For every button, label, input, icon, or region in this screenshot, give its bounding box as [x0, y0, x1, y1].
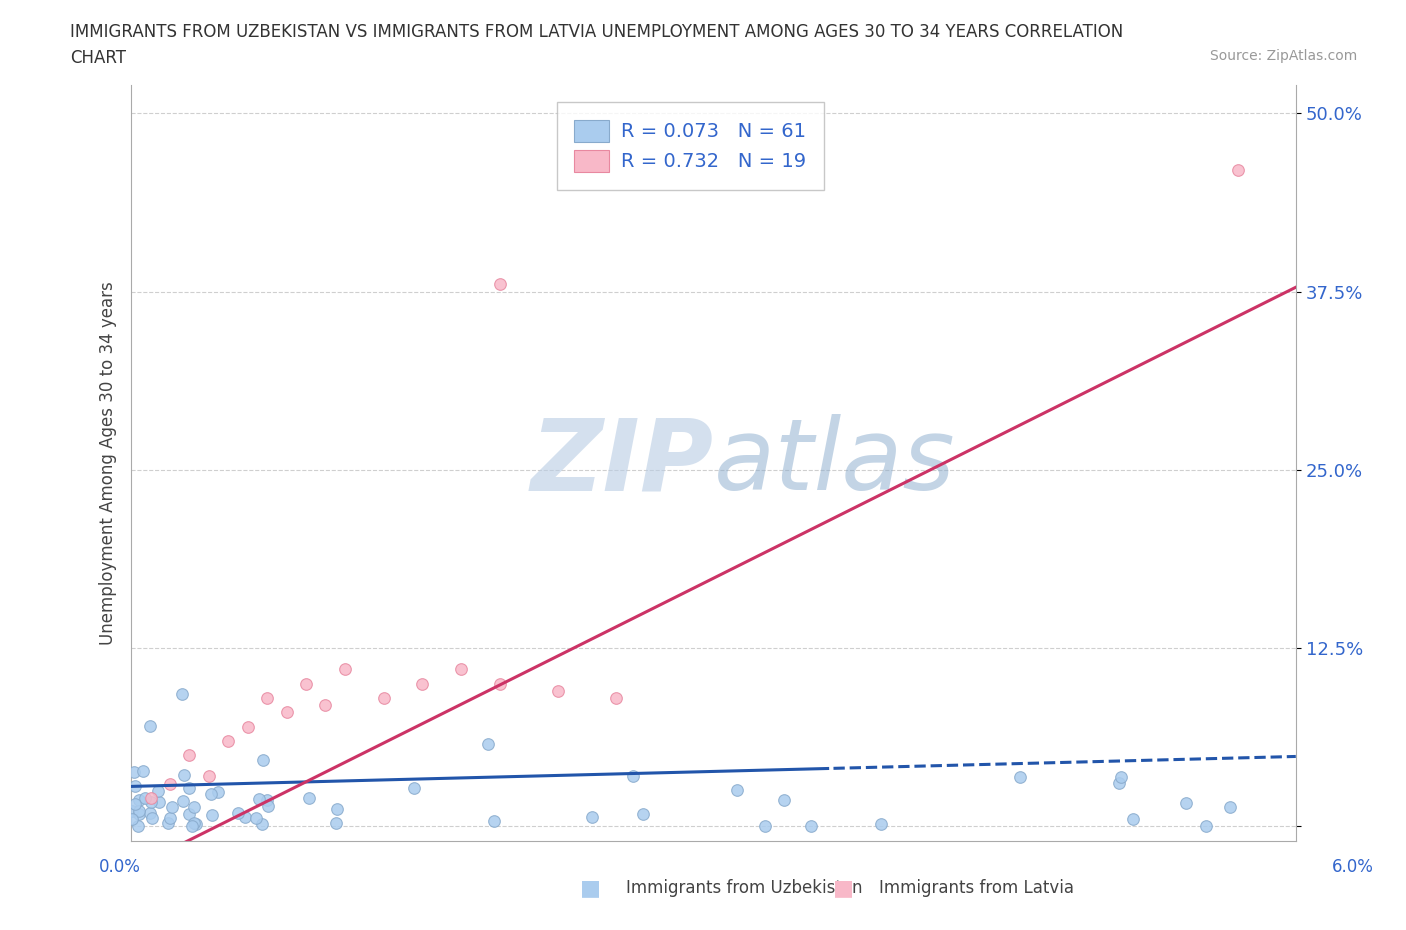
Point — [257, 799, 280, 814]
Point — [124, 778, 146, 793]
Text: 6.0%: 6.0% — [1331, 858, 1374, 876]
Point — [183, 816, 205, 830]
Point — [411, 676, 433, 691]
Point — [121, 804, 143, 818]
Point — [325, 816, 347, 830]
Point — [245, 810, 267, 825]
Point — [180, 819, 202, 834]
Point — [177, 806, 200, 821]
Point — [236, 719, 259, 734]
Point — [621, 768, 644, 783]
Point — [373, 691, 395, 706]
Point — [325, 801, 347, 816]
Text: ■: ■ — [581, 878, 600, 898]
Point — [450, 662, 472, 677]
Point — [132, 764, 155, 778]
Point — [139, 794, 162, 809]
Point — [162, 799, 184, 814]
Text: atlas: atlas — [713, 414, 955, 512]
Y-axis label: Unemployment Among Ages 30 to 34 years: Unemployment Among Ages 30 to 34 years — [100, 281, 117, 644]
Point — [1108, 776, 1130, 790]
Point — [128, 806, 150, 821]
Point — [157, 816, 180, 830]
Point — [127, 819, 149, 834]
Text: Immigrants from Uzbekistan: Immigrants from Uzbekistan — [626, 879, 862, 897]
Point — [1219, 800, 1241, 815]
Point — [800, 818, 823, 833]
Point — [148, 794, 170, 809]
Point — [547, 684, 569, 698]
Point — [477, 737, 499, 751]
Text: ZIP: ZIP — [530, 414, 713, 512]
Point — [314, 698, 336, 712]
Point — [173, 767, 195, 782]
Text: Source: ZipAtlas.com: Source: ZipAtlas.com — [1209, 49, 1357, 63]
Point — [146, 784, 169, 799]
Point — [138, 806, 160, 821]
Point — [581, 809, 603, 824]
Point — [482, 814, 505, 829]
Point — [333, 662, 356, 677]
Point — [183, 800, 205, 815]
Point — [295, 676, 318, 691]
Point — [1008, 770, 1031, 785]
Text: ■: ■ — [834, 878, 853, 898]
Point — [121, 812, 143, 827]
Point — [177, 781, 200, 796]
Point — [179, 748, 201, 763]
Point — [233, 810, 256, 825]
Point — [226, 805, 249, 820]
Point — [172, 793, 194, 808]
Point — [200, 787, 222, 802]
Point — [159, 777, 181, 791]
Legend: R = 0.073   N = 61, R = 0.732   N = 19: R = 0.073 N = 61, R = 0.732 N = 19 — [557, 102, 824, 190]
Point — [170, 687, 193, 702]
Point — [134, 790, 156, 805]
Point — [298, 790, 321, 805]
Point — [124, 797, 146, 812]
Point — [128, 792, 150, 807]
Point — [870, 817, 893, 831]
Point — [1111, 770, 1133, 785]
Text: 0.0%: 0.0% — [98, 858, 141, 876]
Point — [217, 734, 239, 749]
Text: IMMIGRANTS FROM UZBEKISTAN VS IMMIGRANTS FROM LATVIA UNEMPLOYMENT AMONG AGES 30 : IMMIGRANTS FROM UZBEKISTAN VS IMMIGRANTS… — [70, 23, 1123, 41]
Point — [631, 806, 654, 821]
Point — [207, 785, 229, 800]
Point — [1195, 819, 1218, 834]
Point — [250, 817, 273, 831]
Point — [754, 819, 776, 834]
Point — [1175, 795, 1198, 810]
Point — [276, 705, 298, 720]
Point — [122, 764, 145, 779]
Point — [256, 691, 278, 706]
Point — [489, 676, 512, 691]
Point — [201, 808, 224, 823]
Point — [772, 792, 794, 807]
Point — [128, 804, 150, 818]
Point — [247, 791, 270, 806]
Point — [1226, 163, 1249, 178]
Text: CHART: CHART — [70, 49, 127, 67]
Point — [252, 752, 274, 767]
Point — [159, 811, 181, 826]
Point — [725, 783, 748, 798]
Point — [404, 780, 426, 795]
Point — [256, 792, 278, 807]
Point — [141, 810, 163, 825]
Point — [489, 277, 512, 292]
Text: Immigrants from Latvia: Immigrants from Latvia — [879, 879, 1074, 897]
Point — [139, 790, 162, 805]
Point — [1122, 811, 1144, 826]
Point — [198, 769, 221, 784]
Point — [139, 719, 162, 734]
Point — [605, 691, 627, 706]
Point — [184, 817, 207, 831]
